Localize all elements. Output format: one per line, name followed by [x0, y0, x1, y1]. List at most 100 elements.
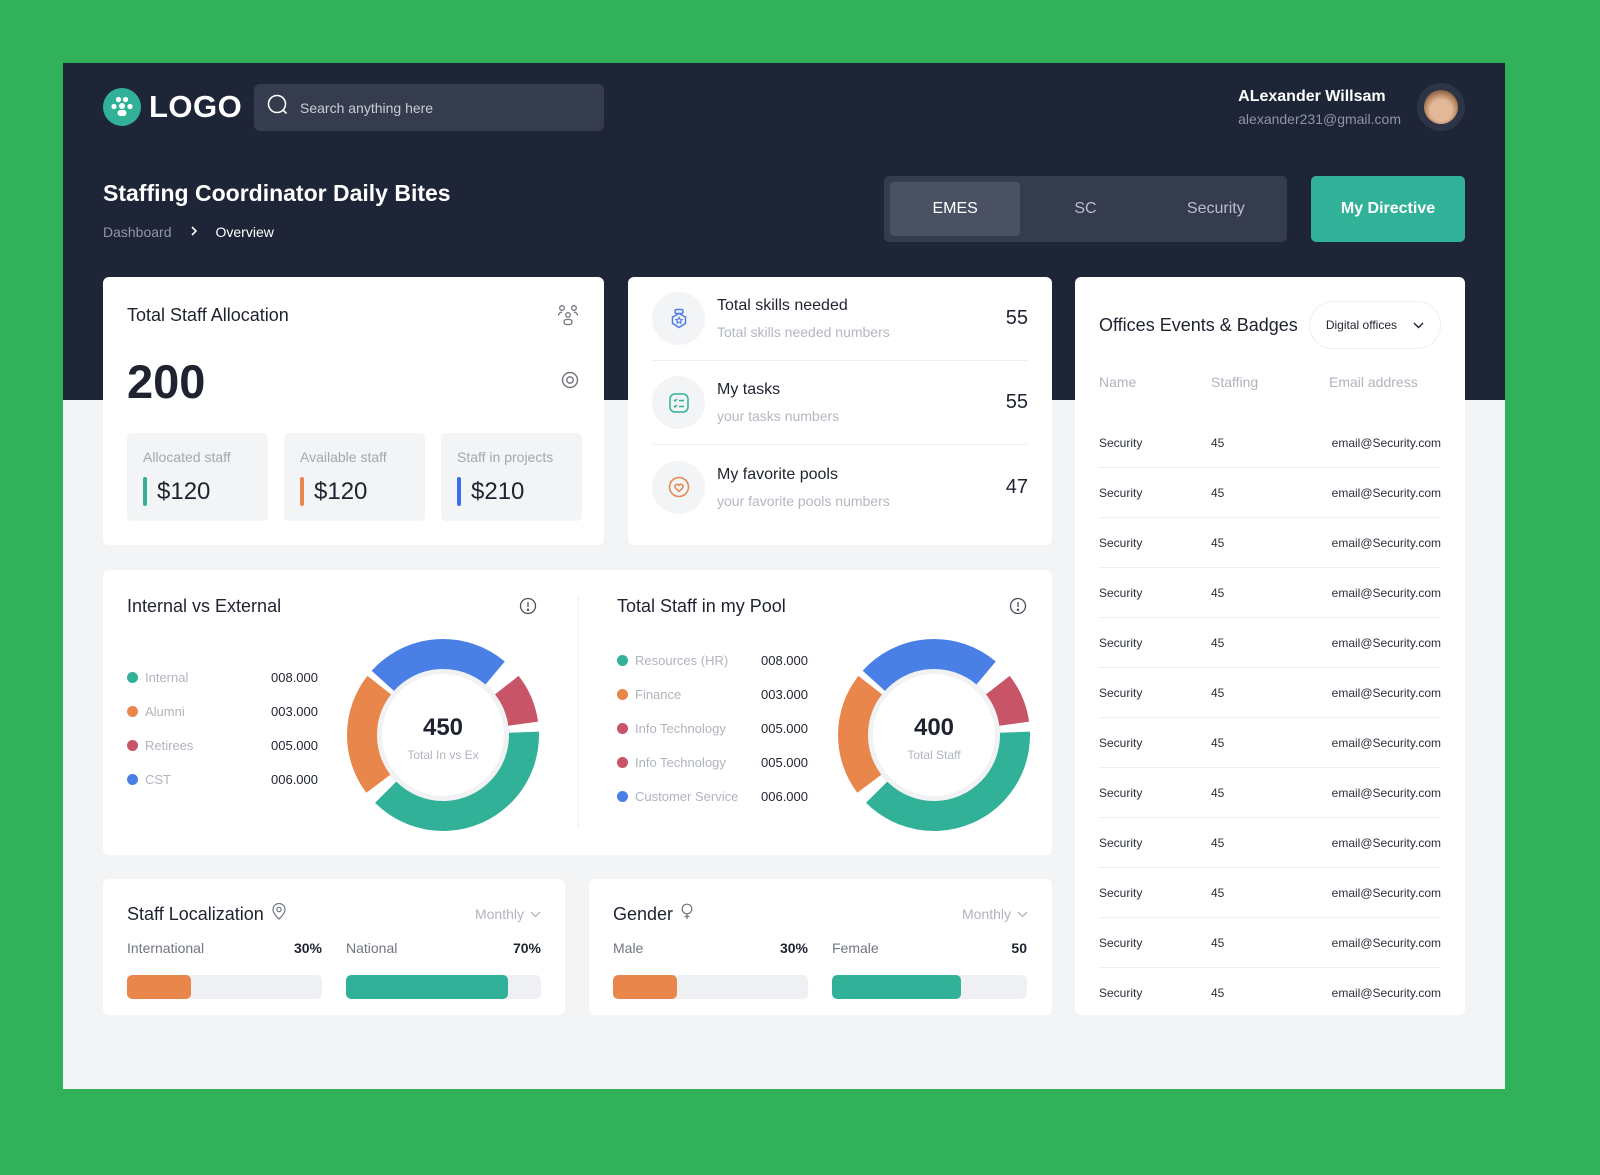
- badge-icon: [652, 292, 705, 345]
- total-staff-allocation-card: Total Staff Allocation 200 Allocated sta…: [103, 277, 604, 545]
- eye-icon[interactable]: [561, 371, 579, 394]
- user-profile[interactable]: ALexander Willsam alexander231@gmail.com: [1238, 83, 1465, 131]
- card-title: Total Staff Allocation: [127, 305, 289, 325]
- column-name: Name: [1099, 374, 1137, 390]
- info-icon[interactable]: [519, 597, 537, 620]
- avatar-photo: [1424, 90, 1458, 124]
- page-title: Staffing Coordinator Daily Bites: [103, 180, 451, 206]
- donut-center-value: 400: [913, 714, 955, 741]
- tile-accent-bar: [143, 477, 147, 506]
- period-dropdown[interactable]: Monthly: [962, 906, 1028, 922]
- legend-item-customer-service: Customer Service 006.000: [617, 779, 808, 813]
- staff-pool-panel: Total Staff in my Pool Resources (HR) 008…: [579, 570, 1052, 855]
- legend-item-retirees: Retirees 005.000: [127, 728, 318, 762]
- logo[interactable]: LOGO: [103, 88, 242, 126]
- donut-center-label: Total In vs Ex: [407, 748, 479, 762]
- donut-center-label: Total Staff: [907, 748, 961, 762]
- breadcrumb-dashboard[interactable]: Dashboard: [103, 224, 172, 240]
- period-value: Monthly: [474, 906, 524, 922]
- international-bar: International 30%: [127, 940, 322, 999]
- stat-subtitle: your tasks numbers: [717, 408, 840, 424]
- task-list-icon: [652, 376, 705, 429]
- staff-pool-donut: [838, 639, 1031, 831]
- table-header: Name Staffing Email address: [1099, 374, 1441, 390]
- filter-value: Digital offices: [1325, 318, 1397, 332]
- table-row[interactable]: Security 45 email@Security.com: [1099, 418, 1441, 468]
- chevron-right-icon: [190, 224, 198, 240]
- logo-icon: [103, 88, 141, 126]
- stat-row-skills[interactable]: Total skills needed Total skills needed …: [652, 277, 1028, 361]
- table-row[interactable]: Security 45 email@Security.com: [1099, 668, 1441, 718]
- dashboard-frame: LOGO ALexander Willsam alexander231@gmai…: [63, 63, 1505, 1089]
- stat-subtitle: Total skills needed numbers: [717, 324, 890, 340]
- total-staff-value: 200: [127, 355, 206, 408]
- chart-title: Internal vs External: [127, 596, 282, 616]
- card-title: Staff Localization: [127, 903, 264, 924]
- internal-vs-external-panel: Internal vs External Internal 008.000 Alu…: [103, 570, 578, 855]
- legend-item-cst: CST 006.000: [127, 762, 318, 796]
- card-title: Gender: [613, 903, 674, 924]
- donut-center-value: 450: [422, 714, 464, 741]
- tile-accent-bar: [457, 477, 461, 506]
- search-icon: [266, 93, 290, 122]
- stats-card: Total skills needed Total skills needed …: [628, 277, 1052, 545]
- stat-row-tasks[interactable]: My tasks your tasks numbers 55: [652, 361, 1028, 445]
- tile-label: Staff in projects: [457, 449, 554, 465]
- table-body: Security 45 email@Security.com Security 45 e…: [1099, 418, 1441, 1018]
- offices-events-badges-card: Offices Events & Badges Digital offices …: [1075, 277, 1465, 1015]
- table-row[interactable]: Security 45 email@Security.com: [1099, 568, 1441, 618]
- table-row[interactable]: Security 45 email@Security.com: [1099, 868, 1441, 918]
- table-row[interactable]: Security 45 email@Security.com: [1099, 986, 1441, 1000]
- legend-item-finance: Finance 003.000: [617, 677, 808, 711]
- national-bar: National 70%: [346, 940, 541, 999]
- chart-title: Total Staff in my Pool: [617, 596, 786, 616]
- breadcrumb-overview: Overview: [215, 224, 274, 240]
- my-directive-button[interactable]: My Directive: [1311, 176, 1465, 242]
- user-name: ALexander Willsam: [1238, 87, 1386, 105]
- breadcrumb: Dashboard Overview: [103, 224, 274, 240]
- tile-accent-bar: [300, 477, 304, 506]
- available-staff-tile: Available staff $120: [284, 433, 425, 521]
- chart-legend: Resources (HR) 008.000 Finance 003.000 Inf…: [617, 643, 808, 813]
- tile-value: $120: [157, 477, 211, 505]
- tile-value: $120: [314, 477, 368, 505]
- tab-security[interactable]: Security: [1186, 200, 1245, 217]
- user-email: alexander231@gmail.com: [1238, 110, 1401, 127]
- female-symbol-icon: [681, 903, 693, 925]
- heart-icon: [652, 460, 705, 514]
- table-row[interactable]: Security 45 email@Security.com: [1099, 818, 1441, 868]
- info-icon[interactable]: [1009, 597, 1027, 620]
- table-row[interactable]: Security 45 email@Security.com: [1099, 618, 1441, 668]
- search-input[interactable]: [300, 99, 590, 116]
- card-title: Offices Events & Badges: [1099, 314, 1298, 335]
- stat-title: Total skills needed: [717, 297, 848, 314]
- tab-emes[interactable]: EMES: [890, 182, 1021, 236]
- chevron-down-icon: [1017, 911, 1028, 917]
- legend-item-internal: Internal 008.000: [127, 660, 318, 694]
- location-pin-icon: [272, 902, 286, 925]
- table-row[interactable]: Security 45 email@Security.com: [1099, 468, 1441, 518]
- table-row[interactable]: Security 45 email@Security.com: [1099, 718, 1441, 768]
- progress-fill: [127, 975, 192, 999]
- legend-item-info-technology: Info Technology 005.000: [617, 711, 808, 745]
- column-email: Email address: [1329, 374, 1418, 390]
- stat-value: 47: [1005, 475, 1028, 498]
- tab-sc[interactable]: SC: [1074, 200, 1097, 217]
- legend-item-resources-hr: Resources (HR) 008.000: [617, 643, 808, 677]
- users-group-icon[interactable]: [556, 303, 580, 332]
- progress-fill: [613, 975, 678, 999]
- progress-fill: [832, 975, 961, 999]
- stat-value: 55: [1005, 391, 1028, 413]
- avatar[interactable]: [1417, 83, 1465, 131]
- internal-external-donut: [347, 639, 539, 831]
- table-row[interactable]: Security 45 email@Security.com: [1099, 768, 1441, 818]
- stat-row-favorite-pools[interactable]: My favorite pools your favorite pools nu…: [652, 445, 1028, 529]
- male-bar: Male 30%: [613, 940, 808, 999]
- table-row[interactable]: Security 45 email@Security.com: [1099, 518, 1441, 568]
- chevron-down-icon: [1413, 322, 1424, 328]
- offices-filter-dropdown[interactable]: Digital offices: [1308, 301, 1441, 349]
- period-dropdown[interactable]: Monthly: [475, 906, 541, 922]
- table-row[interactable]: Security 45 email@Security.com: [1099, 918, 1441, 968]
- column-staffing: Staffing: [1211, 374, 1259, 390]
- search-bar[interactable]: [254, 84, 604, 131]
